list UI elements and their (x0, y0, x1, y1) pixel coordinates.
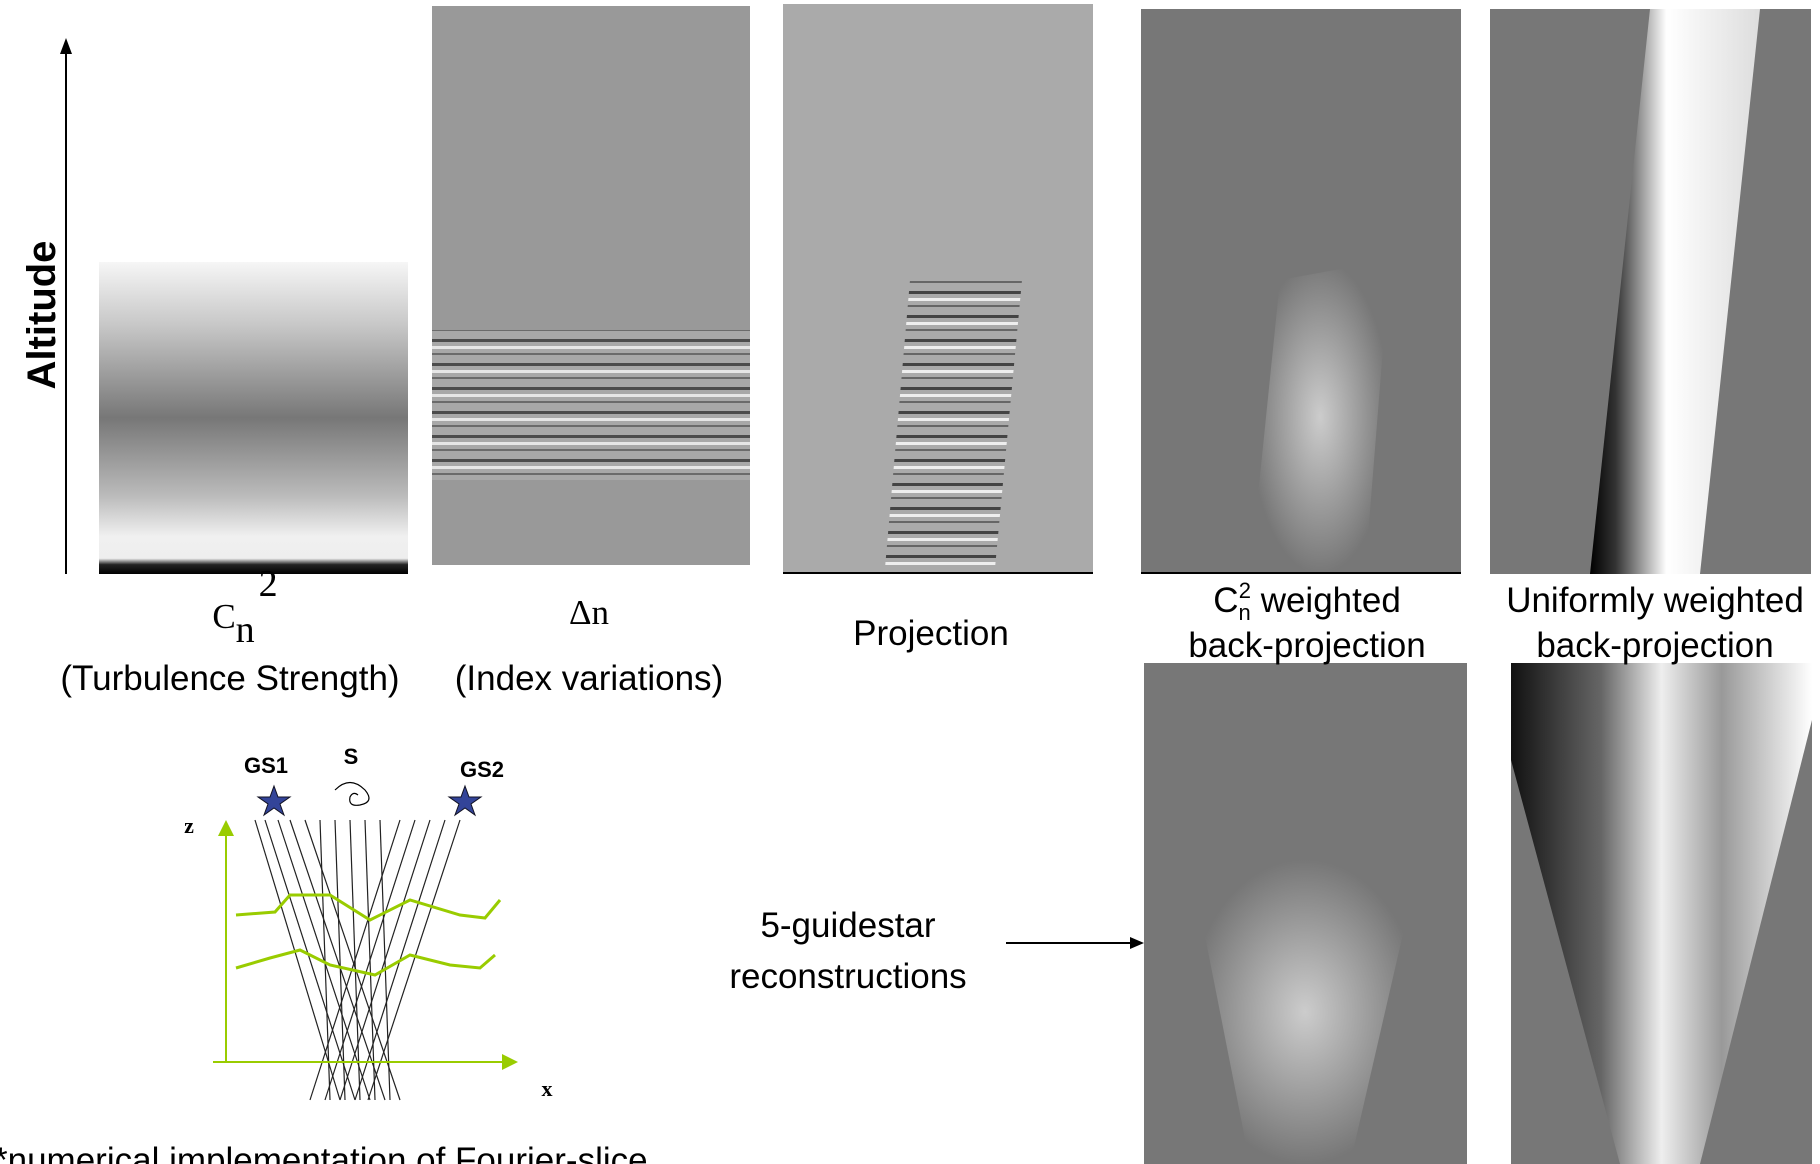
star (449, 786, 481, 815)
cn2-caption: (Turbulence Strength) (60, 659, 399, 698)
cn2-panel (99, 262, 408, 574)
gs2-label: GS2 (460, 757, 504, 782)
star (258, 786, 290, 815)
delta-n-symbol: Δn (569, 593, 609, 632)
z-label: z (184, 813, 194, 838)
cn2-backprojection-caption: back-projection (1188, 626, 1425, 665)
arrow-head (60, 38, 72, 54)
source-symbol (335, 783, 369, 806)
projection-caption: Projection (853, 614, 1009, 653)
page: {"axis_label": "Altitude", "panels": { "… (0, 0, 1820, 1164)
gs1-label: GS1 (244, 753, 288, 778)
reconstructions-label: 5-guidestar (760, 906, 935, 945)
reconstructions-label: reconstructions (729, 957, 966, 996)
uniform-caption: back-projection (1536, 626, 1773, 665)
figure: Altitude Cn2 (Turbulence Strength) Δn (I… (0, 0, 1820, 1164)
delta-n-edge (432, 565, 750, 574)
delta-n-panel (432, 6, 750, 574)
axis-label: Altitude (20, 241, 64, 390)
cn2-backprojection-caption: Cn2 weighted (1213, 578, 1401, 625)
x-label: x (542, 1076, 553, 1101)
delta-n-caption: (Index variations) (455, 659, 723, 698)
arrow-head (218, 820, 234, 836)
arrow-head (502, 1054, 518, 1070)
footnote: *numerical implementation of Fourier-sli… (0, 1141, 648, 1164)
s-label: S (344, 744, 359, 769)
turbulence-layer (236, 950, 495, 975)
delta-n-stripes (432, 330, 750, 480)
cn2-symbol: Cn2 (212, 563, 277, 651)
body: Altitude Cn2 (Turbulence Strength) Δn (I… (0, 0, 1820, 1164)
uniform-caption: Uniformly weighted (1506, 581, 1804, 620)
arrow-head (1130, 937, 1144, 949)
